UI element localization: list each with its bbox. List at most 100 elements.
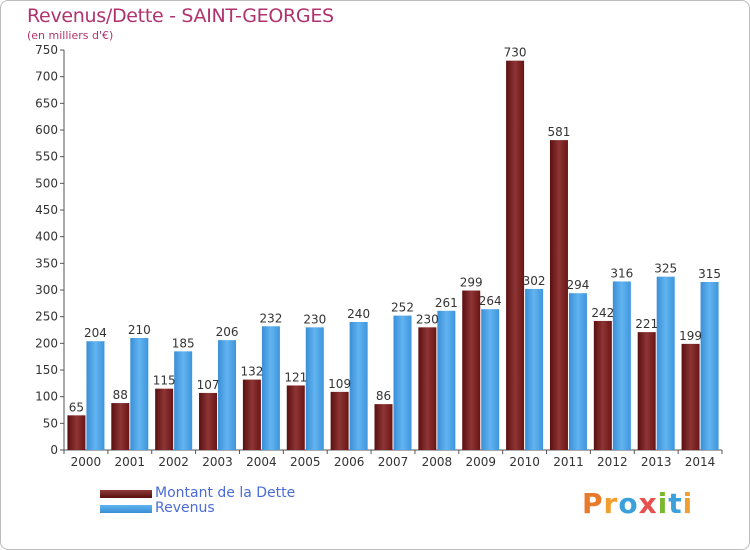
chart-axes <box>63 50 722 451</box>
y-tick-label: 500 <box>35 176 58 190</box>
bar-dette <box>462 290 481 450</box>
bar-dette <box>506 60 525 451</box>
value-label: 302 <box>523 274 546 288</box>
value-label: 210 <box>128 323 151 337</box>
x-tick-label: 2012 <box>597 455 628 469</box>
chart-title: Revenus/Dette - SAINT-GEORGES <box>27 5 334 27</box>
value-label: 315 <box>698 267 721 281</box>
bar-revenus <box>130 338 149 450</box>
value-label: 185 <box>172 336 195 350</box>
bar-dette <box>593 320 612 450</box>
value-label: 204 <box>84 326 107 340</box>
bar-revenus <box>174 351 193 450</box>
bar-dette <box>242 379 261 450</box>
y-tick-label: 0 <box>50 443 58 457</box>
bar-revenus <box>218 340 237 450</box>
value-label: 730 <box>504 46 527 60</box>
bar-revenus <box>86 341 105 450</box>
value-label: 65 <box>69 400 84 414</box>
x-tick-label: 2010 <box>509 455 540 469</box>
bar-revenus <box>525 288 544 450</box>
x-tick-label: 2000 <box>71 455 102 469</box>
bar-revenus <box>481 309 500 450</box>
bar-dette <box>199 392 218 450</box>
bar-dette <box>637 332 656 450</box>
value-label: 221 <box>635 317 658 331</box>
x-tick-label: 2014 <box>685 455 716 469</box>
logo-letter: t <box>668 487 683 520</box>
logo-letter: x <box>638 487 658 520</box>
x-tick-label: 2013 <box>641 455 672 469</box>
value-labels: 65 204 88 210 115 185 107 206 132 232 121 230 109 240… <box>69 46 721 415</box>
legend-label-dette: Montant de la Dette <box>155 485 296 501</box>
legend-label-revenus: Revenus <box>155 500 215 516</box>
value-label: 581 <box>548 125 571 139</box>
y-tick-label: 50 <box>43 416 58 430</box>
y-tick-label: 350 <box>35 256 58 270</box>
bar-revenus <box>393 315 412 450</box>
chart-bars <box>67 60 719 451</box>
x-tick-label: 2005 <box>290 455 321 469</box>
value-label: 109 <box>328 377 351 391</box>
bar-dette <box>418 327 437 450</box>
value-label: 242 <box>591 306 614 320</box>
x-tick-label: 2009 <box>465 455 496 469</box>
value-label: 299 <box>460 276 483 290</box>
bar-dette <box>155 388 174 450</box>
value-label: 88 <box>113 388 128 402</box>
bar-revenus <box>656 276 675 450</box>
value-label: 121 <box>284 370 307 384</box>
logo-letter: o <box>618 487 639 520</box>
y-tick-label: 750 <box>35 43 58 57</box>
bar-dette <box>330 391 349 450</box>
y-tick-label: 650 <box>35 96 58 110</box>
bar-dette <box>374 404 393 450</box>
value-label: 86 <box>376 389 391 403</box>
legend-swatch-dette <box>100 490 152 498</box>
y-tick-label: 200 <box>35 336 58 350</box>
value-label: 230 <box>416 312 439 326</box>
bar-revenus <box>437 310 456 450</box>
y-tick-label: 300 <box>35 283 58 297</box>
value-label: 252 <box>391 301 414 315</box>
proxiti-logo: Proxiti <box>582 487 693 520</box>
value-label: 230 <box>303 312 326 326</box>
x-tick-label: 2001 <box>115 455 146 469</box>
value-label: 199 <box>679 329 702 343</box>
x-tick-label: 2008 <box>422 455 453 469</box>
value-label: 294 <box>567 278 590 292</box>
y-tick-label: 450 <box>35 203 58 217</box>
value-label: 316 <box>610 266 633 280</box>
bar-revenus <box>305 327 324 450</box>
value-label: 107 <box>197 378 220 392</box>
bar-revenus <box>568 293 587 450</box>
y-tick-label: 600 <box>35 123 58 137</box>
legend-swatch-revenus <box>100 505 152 513</box>
y-tick-label: 700 <box>35 70 58 84</box>
logo-letter: r <box>603 487 619 520</box>
value-label: 232 <box>259 311 282 325</box>
y-tick-label: 550 <box>35 150 58 164</box>
value-label: 240 <box>347 307 370 321</box>
bar-revenus <box>612 281 631 450</box>
bar-dette <box>67 415 86 450</box>
y-axis-ticks: 0 50 100 150 200 250 300 350 400 450 500 550 600 650 7… <box>35 43 64 457</box>
x-tick-label: 2007 <box>378 455 409 469</box>
x-tick-label: 2004 <box>246 455 277 469</box>
value-label: 264 <box>479 294 502 308</box>
bar-dette <box>111 403 130 450</box>
x-tick-label: 2002 <box>158 455 189 469</box>
logo-letter: P <box>582 487 604 520</box>
value-label: 115 <box>153 374 176 388</box>
value-label: 261 <box>435 296 458 310</box>
logo-letter: i <box>657 487 669 520</box>
value-label: 325 <box>654 262 677 276</box>
value-label: 206 <box>216 325 239 339</box>
bar-dette <box>286 385 305 450</box>
bar-dette <box>549 140 568 450</box>
x-tick-label: 2006 <box>334 455 365 469</box>
bar-revenus <box>349 322 368 450</box>
x-tick-label: 2003 <box>202 455 233 469</box>
